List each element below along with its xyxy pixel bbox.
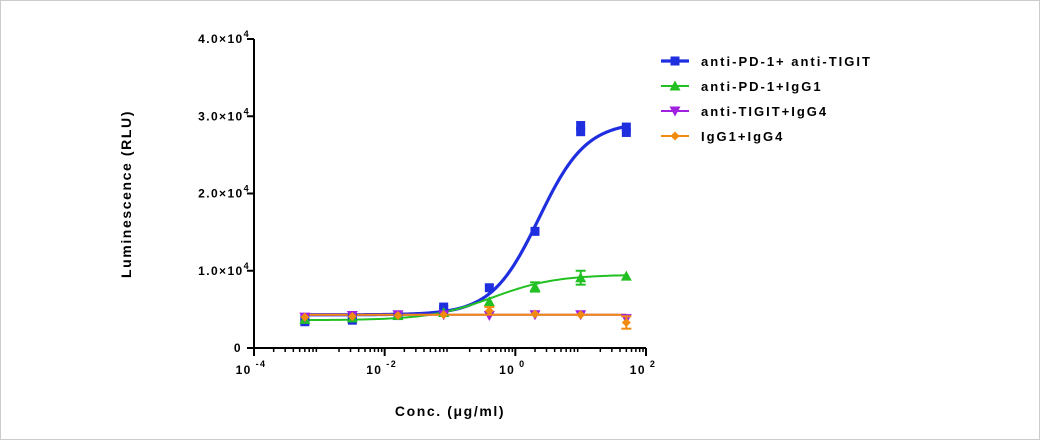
data-point — [484, 283, 494, 293]
y-tick-label: 2.0×104 — [198, 184, 250, 201]
data-point — [439, 310, 449, 320]
data-point — [576, 310, 586, 320]
data-point — [530, 309, 540, 319]
fit-curve — [304, 274, 627, 322]
y-tick-label: 0 — [234, 341, 242, 355]
data-point — [621, 318, 631, 328]
data-point — [576, 127, 586, 137]
legend-marker — [669, 106, 681, 117]
legend-label: anti-PD-1+ anti-TIGIT — [701, 54, 872, 69]
data-point — [530, 226, 540, 236]
y-tick-label: 1.0×104 — [198, 261, 250, 278]
fit-curve — [304, 124, 627, 317]
legend-marker — [670, 131, 680, 141]
legend-marker — [670, 56, 680, 66]
axes: 0 1.0×104 2.0×104 3.0×104 4.0×104 10 -4 10 -2 1… — [198, 29, 656, 377]
data-point — [529, 281, 541, 292]
data-point — [393, 311, 403, 321]
data-point — [621, 127, 631, 137]
data-point — [347, 311, 357, 321]
legend-label: anti-PD-1+IgG1 — [701, 79, 823, 94]
legend-marker — [669, 80, 681, 91]
data-point — [576, 121, 586, 131]
data-point — [483, 296, 495, 307]
x-tick-label: 10 2 — [630, 359, 656, 377]
x-tick-label: 10 -2 — [366, 359, 397, 377]
data-point — [483, 311, 495, 322]
x-axis-title: Conc. (μg/ml) — [395, 403, 505, 419]
x-tick-label: 10 0 — [499, 359, 525, 377]
data-point — [575, 272, 587, 283]
data-markers — [299, 121, 632, 330]
data-point — [620, 270, 632, 281]
y-tick-label: 3.0×104 — [198, 106, 250, 123]
legend: anti-PD-1+ anti-TIGIT anti-PD-1+IgG1 anti-… — [661, 54, 872, 144]
x-tick-label: 10 -4 — [236, 359, 267, 377]
data-point — [484, 306, 494, 316]
y-tick-label: 4.0×104 — [198, 29, 250, 46]
fit-curves — [304, 124, 627, 322]
data-point — [300, 312, 310, 322]
legend-label: anti-TIGIT+IgG4 — [701, 104, 828, 119]
y-axis-title: Luminescence (RLU) — [118, 110, 134, 278]
legend-label: IgG1+IgG4 — [701, 129, 784, 144]
data-point — [621, 122, 631, 132]
